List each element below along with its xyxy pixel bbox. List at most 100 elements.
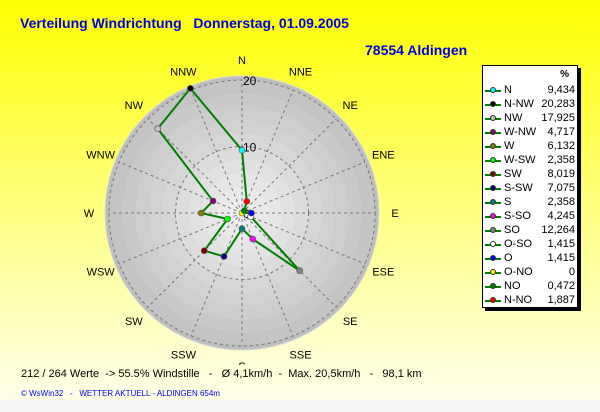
point-S-SW — [220, 253, 228, 260]
legend-name: NO — [504, 280, 521, 292]
legend-value: 0,472 — [547, 280, 575, 292]
direction-label-WNW: WNW — [86, 149, 115, 161]
r-tick-label: 20 — [243, 74, 257, 88]
direction-label-W: W — [84, 208, 95, 220]
stats-line: 212 / 264 Werte -> 55.5% Windstille - Ø … — [21, 368, 422, 380]
point-O — [248, 209, 255, 217]
legend-marker — [490, 143, 496, 149]
legend-item-NW: NW 17,925 — [485, 112, 575, 126]
point-W-SW — [224, 215, 231, 223]
legend-marker — [490, 171, 496, 177]
direction-label-SSW: SSW — [171, 349, 197, 361]
point-S — [238, 225, 246, 232]
point-SW — [200, 247, 208, 255]
point-N-NO — [243, 198, 251, 205]
legend-value: 17,925 — [541, 112, 575, 124]
point-SO — [296, 267, 303, 274]
legend-marker — [490, 227, 496, 233]
legend-item-S: S 2,358 — [485, 196, 575, 210]
legend-name: N-NW — [504, 98, 534, 110]
legend-name: SW — [504, 168, 522, 180]
location-label: 78554 Aldingen — [365, 42, 468, 58]
legend-marker — [490, 213, 496, 219]
legend-item-N-NO: N-NO 1,887 — [485, 294, 575, 308]
direction-label-NNE: NNE — [289, 67, 312, 79]
legend-marker — [490, 185, 496, 191]
direction-label-N: N — [238, 55, 246, 67]
legend-item-O-SO: O-SO 1,415 — [485, 238, 575, 252]
legend-name: W-NW — [504, 126, 537, 138]
legend-marker — [490, 129, 496, 135]
direction-label-NNW: NNW — [170, 67, 197, 79]
legend-name: NW — [504, 112, 523, 124]
legend-marker — [490, 101, 496, 107]
point-NW — [154, 125, 162, 133]
direction-label-WSW: WSW — [87, 267, 116, 279]
point-N-NW — [187, 85, 194, 92]
legend-value: 4,717 — [547, 126, 575, 138]
legend-name: W — [504, 140, 515, 152]
legend-marker — [490, 255, 496, 261]
legend-marker — [490, 241, 496, 247]
legend-item-S-SO: S-SO 4,245 — [485, 210, 575, 224]
legend-name: O-SO — [504, 238, 533, 250]
credit-line: © WsWin32 - WETTER AKTUELL - ALDINGEN 65… — [21, 389, 220, 398]
legend-value: 2,358 — [547, 154, 575, 166]
legend-item-W-NW: W-NW 4,717 — [485, 126, 575, 140]
direction-label-NW: NW — [125, 100, 144, 112]
legend-value: 0 — [568, 266, 575, 278]
grid-circle — [108, 79, 376, 347]
bottom-strip — [0, 400, 600, 412]
point-NO — [240, 207, 248, 215]
legend-name: N — [504, 84, 512, 96]
legend-marker — [490, 283, 496, 289]
legend-value: 7,075 — [547, 182, 575, 194]
legend-value: 1,415 — [547, 252, 575, 264]
legend-value: 4,245 — [547, 210, 575, 222]
legend-header: % — [560, 69, 569, 80]
spoke-NNW — [190, 89, 243, 214]
legend-item-N: N 9,434 — [485, 84, 575, 98]
legend-value: 6,132 — [547, 140, 575, 152]
direction-label-ENE: ENE — [372, 149, 395, 161]
legend-value: 2,358 — [547, 196, 575, 208]
legend-marker — [490, 297, 496, 303]
direction-label-SE: SE — [343, 316, 358, 328]
point-W — [197, 209, 205, 217]
legend-name: S — [504, 196, 512, 208]
legend-marker — [490, 115, 496, 121]
direction-label-ESE: ESE — [372, 267, 394, 279]
legend-name: W-SW — [504, 154, 536, 166]
legend-marker — [490, 157, 496, 163]
legend-value: 9,434 — [547, 84, 575, 96]
point-W-NW — [209, 197, 217, 205]
direction-label-SW: SW — [125, 316, 143, 328]
point-S-SO — [249, 235, 257, 243]
legend-item-SW: SW 8,019 — [485, 168, 575, 182]
spoke-NE — [241, 118, 337, 214]
legend-name: N-NO — [504, 294, 533, 306]
legend-item-W-SW: W-SW 2,358 — [485, 154, 575, 168]
legend-item-O: O 1,415 — [485, 252, 575, 266]
direction-label-SSE: SSE — [290, 349, 312, 361]
direction-label-S: S — [238, 361, 245, 365]
legend-item-NO: NO 0,472 — [485, 280, 575, 294]
legend-name: SO — [504, 224, 520, 236]
legend-item-O-NO: O-NO 0 — [485, 266, 575, 280]
legend: % N 9,434 N-NW 20,283 NW 17,925 W-NW 4,717 W 6,13… — [482, 65, 578, 308]
spoke-SSW — [190, 212, 243, 337]
legend-value: 1,415 — [547, 238, 575, 250]
legend-item-W: W 6,132 — [485, 140, 575, 154]
legend-marker — [490, 87, 496, 93]
direction-label-NE: NE — [343, 100, 358, 112]
legend-item-N-NW: N-NW 20,283 — [485, 98, 575, 112]
legend-name: O-NO — [504, 266, 533, 278]
legend-item-SO: SO 12,264 — [485, 224, 575, 238]
legend-value: 1,887 — [547, 294, 575, 306]
legend-value: 20,283 — [541, 98, 575, 110]
legend-value: 8,019 — [547, 168, 575, 180]
legend-marker — [490, 269, 496, 275]
legend-name: S-SW — [504, 182, 533, 194]
point-N — [238, 146, 246, 154]
